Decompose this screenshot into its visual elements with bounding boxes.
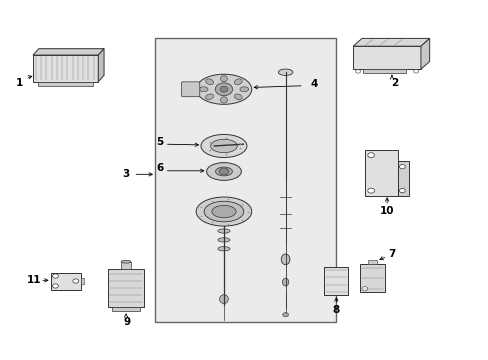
Circle shape (367, 188, 374, 193)
Circle shape (413, 69, 418, 73)
Circle shape (53, 284, 58, 288)
Polygon shape (33, 49, 104, 55)
Circle shape (367, 153, 374, 158)
Ellipse shape (206, 163, 241, 180)
Bar (155, 38, 336, 322)
Bar (81, 278, 84, 284)
Text: 4: 4 (310, 79, 318, 89)
Ellipse shape (211, 205, 236, 218)
Ellipse shape (205, 79, 213, 85)
Circle shape (355, 69, 360, 73)
Bar (38, 82, 93, 86)
Text: 9: 9 (123, 317, 130, 327)
Bar (51, 273, 81, 289)
Circle shape (220, 86, 227, 92)
Polygon shape (365, 150, 397, 196)
Bar (367, 260, 377, 264)
Ellipse shape (203, 201, 244, 222)
Circle shape (215, 83, 232, 96)
Bar (362, 69, 406, 73)
Ellipse shape (121, 260, 131, 263)
Polygon shape (98, 49, 104, 82)
Polygon shape (352, 39, 429, 46)
Ellipse shape (199, 87, 207, 92)
Text: 1: 1 (16, 78, 23, 89)
Circle shape (399, 165, 405, 169)
Ellipse shape (196, 197, 251, 226)
Ellipse shape (218, 247, 229, 251)
Circle shape (361, 287, 367, 291)
Ellipse shape (281, 254, 289, 265)
Bar (108, 270, 144, 307)
Ellipse shape (234, 79, 242, 85)
Polygon shape (352, 46, 420, 69)
Text: 6: 6 (156, 163, 163, 173)
Ellipse shape (220, 76, 227, 82)
Ellipse shape (196, 74, 251, 104)
Text: 8: 8 (332, 305, 339, 315)
Ellipse shape (201, 134, 246, 157)
Text: 3: 3 (122, 169, 129, 179)
FancyBboxPatch shape (33, 55, 98, 82)
Ellipse shape (210, 139, 237, 153)
Ellipse shape (282, 278, 288, 286)
Text: 11: 11 (27, 275, 41, 285)
Ellipse shape (234, 94, 242, 100)
Polygon shape (420, 39, 429, 69)
Ellipse shape (205, 94, 213, 100)
Bar (359, 264, 385, 292)
Text: 2: 2 (390, 78, 397, 88)
Circle shape (282, 312, 288, 317)
Text: 7: 7 (387, 249, 395, 259)
FancyBboxPatch shape (181, 82, 200, 97)
Circle shape (73, 279, 79, 283)
Bar (112, 307, 140, 311)
Polygon shape (397, 161, 408, 196)
Circle shape (399, 189, 405, 193)
Text: 5: 5 (156, 137, 163, 147)
Text: 10: 10 (379, 206, 393, 216)
Ellipse shape (240, 87, 248, 92)
Ellipse shape (220, 97, 227, 103)
Bar (121, 262, 131, 270)
Ellipse shape (215, 167, 232, 176)
Ellipse shape (218, 238, 229, 242)
Circle shape (53, 274, 58, 278)
Bar (324, 267, 348, 295)
Circle shape (219, 168, 228, 175)
Ellipse shape (278, 69, 292, 76)
Ellipse shape (219, 295, 228, 303)
Ellipse shape (218, 229, 229, 233)
